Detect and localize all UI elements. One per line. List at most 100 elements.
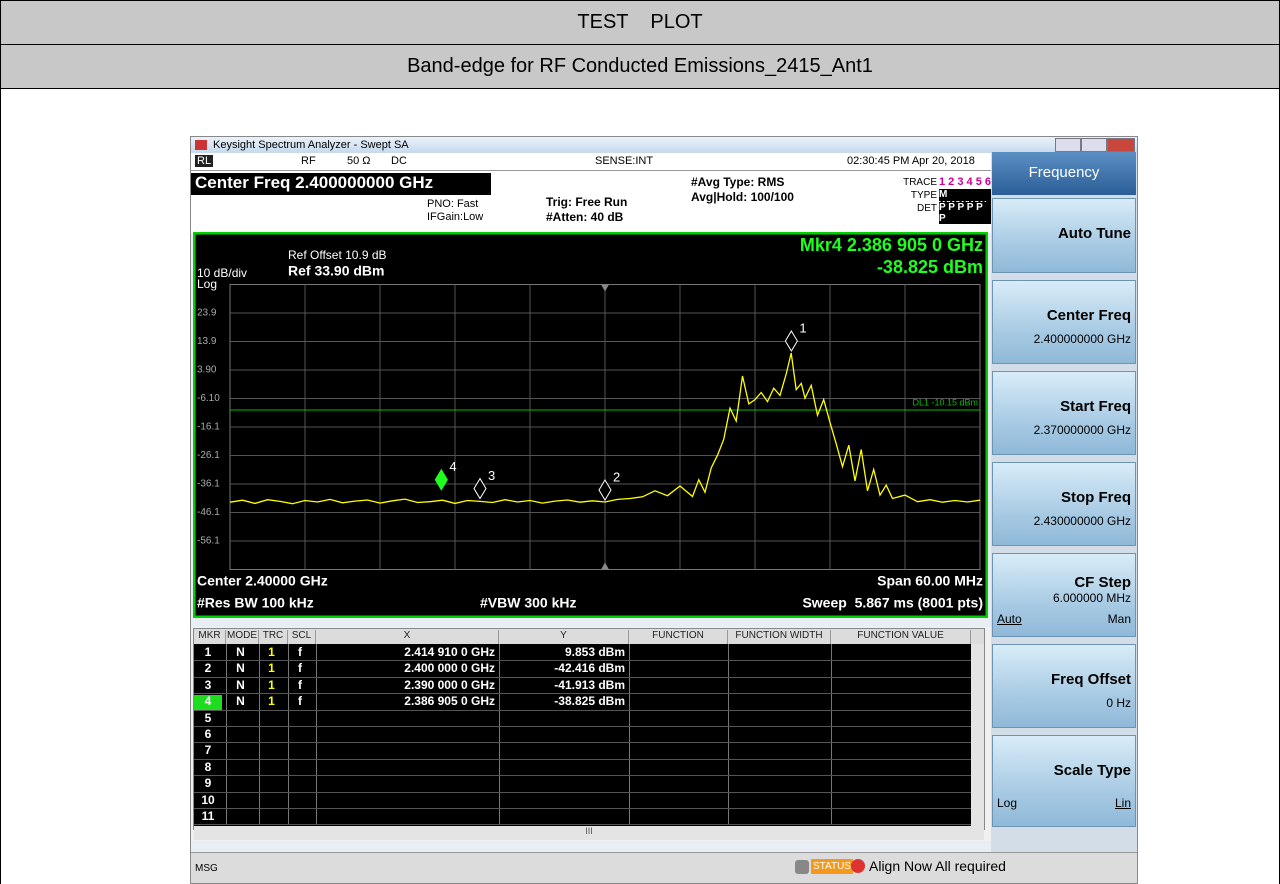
softkey-label: Start Freq [1060, 398, 1131, 415]
table-cell: 11 [201, 809, 215, 823]
softkey[interactable]: Freq Offset 0 Hz [992, 644, 1136, 728]
ifgain: IFGain:Low [427, 211, 484, 223]
softkey-label: Center Freq [1046, 307, 1131, 324]
scale-type: Log [197, 277, 217, 291]
softkey-option: Auto [997, 612, 1022, 626]
table-cell: 9.853 dBm [564, 645, 625, 659]
marker-label: 1 [799, 320, 806, 335]
column-line [629, 644, 630, 825]
softkey[interactable]: CF Step 6.000000 MHz Auto Man [992, 553, 1136, 637]
table-cell: 8 [204, 759, 212, 774]
rbw: #Res BW 100 kHz [197, 595, 314, 611]
y-tick-label: -56.1 [197, 536, 220, 547]
minimize-button[interactable] [1055, 138, 1081, 152]
column-header: SCL [288, 630, 316, 644]
marker-table: MKR MODE TRC SCL X Y FUNCTION FUNCTION WIDTH FUN… [193, 628, 985, 841]
row-line [194, 726, 971, 727]
y-tick-label: -6.10 [197, 393, 220, 404]
table-cell: 5 [204, 710, 212, 725]
column-header: MODE [226, 630, 259, 644]
marker-label: 3 [488, 468, 495, 483]
trace [229, 352, 981, 505]
trace-label: TRACE [903, 177, 937, 188]
table-cell: -42.416 dBm [554, 661, 625, 676]
table-cell: 2.386 905 0 GHz [404, 694, 495, 709]
time: 02:30:45 PM Apr 20, 2018 [847, 155, 975, 167]
softkey[interactable]: Start Freq 2.370000000 GHz [992, 371, 1136, 455]
column-header: X [316, 630, 499, 644]
column-header: MKR [194, 630, 226, 644]
plot-background [193, 232, 988, 618]
row-line [194, 709, 971, 711]
table-cell: 1 [268, 661, 275, 676]
trigger-marker [601, 562, 609, 570]
table-cell: f [298, 645, 302, 659]
error-icon [851, 859, 865, 873]
coupling: DC [391, 155, 407, 167]
table-cell: 2.390 000 0 GHz [404, 677, 495, 692]
row-line [194, 808, 971, 809]
softkey[interactable]: Auto Tune [992, 198, 1136, 273]
scrollbar-h[interactable]: III [194, 826, 984, 841]
scrollbar[interactable] [971, 644, 984, 827]
menu-title: Frequency [992, 152, 1136, 195]
subtitle-row: Band-edge for RF Conducted Emissions_241… [0, 44, 1280, 89]
trace-values: 1 2 3 4 5 6 [939, 176, 991, 188]
table-cell: N [236, 661, 245, 676]
marker [473, 477, 487, 500]
marker-readout-value: -38.825 dBm [877, 257, 983, 277]
close-button[interactable] [1107, 138, 1135, 152]
alert: Align Now All required [869, 858, 1006, 874]
msg: MSG [195, 863, 218, 874]
softkey-value: 2.430000000 GHz [1033, 514, 1131, 528]
column-header: FUNCTION WIDTH [728, 630, 831, 644]
row-line [194, 676, 971, 678]
marker [784, 330, 798, 353]
table-cell: 10 [201, 792, 215, 807]
settings-panel: Center Freq 2.400000000 GHz PNO: Fast IF… [191, 171, 991, 233]
center: Center 2.40000 GHz [197, 573, 328, 589]
column-line [226, 644, 227, 825]
center-freq: Center Freq 2.400000000 GHz [191, 173, 491, 195]
softkey-option: Lin [1114, 796, 1131, 810]
table-header [194, 629, 984, 644]
softkey-label: Auto Tune [1057, 225, 1131, 242]
status[interactable]: STATUS [811, 859, 853, 874]
softkey-option: Log [997, 796, 1018, 810]
ref-level: Ref 33.90 dBm [288, 263, 384, 279]
softkey-value: 2.400000000 GHz [1033, 332, 1131, 346]
scale: 10 dB/div [197, 266, 247, 280]
y-tick-label: -26.1 [197, 450, 220, 461]
det-label: DET [917, 203, 937, 214]
span: Span 60.00 MHz [877, 573, 983, 589]
column-header: FUNCTION VALUE [831, 630, 971, 644]
row-line [194, 824, 971, 826]
softkey-label: Scale Type [1053, 762, 1131, 779]
ref-offset: Ref Offset 10.9 dB [288, 248, 387, 262]
maximize-button[interactable] [1081, 138, 1107, 152]
column-line [728, 644, 729, 825]
softkey[interactable]: Stop Freq 2.430000000 GHz [992, 462, 1136, 546]
softkey-label: CF Step [1074, 574, 1131, 591]
display-line-label: DL1 -10.15 dBm [912, 397, 978, 407]
row-line [194, 660, 971, 662]
table-cell: 7 [204, 743, 212, 758]
softkey[interactable]: Center Freq 2.400000000 GHz [992, 280, 1136, 364]
softkey-value: 6.000000 MHz [1052, 591, 1131, 605]
y-tick-label: 3.90 [197, 365, 217, 376]
row-line [194, 758, 971, 760]
vbw: #VBW 300 kHz [480, 595, 576, 611]
row-line [194, 742, 971, 744]
avg-hold: Avg|Hold: 100/100 [691, 190, 794, 204]
softkey[interactable]: Scale Type Log Lin [992, 735, 1136, 827]
title: TEST PLOT [577, 11, 703, 33]
impedance: 50 Ω [347, 155, 371, 167]
rf: RF [301, 155, 316, 167]
softkey-value: 2.370000000 GHz [1033, 423, 1131, 437]
softkey-value: 0 Hz [1106, 696, 1131, 710]
y-tick-label: -46.1 [197, 507, 220, 518]
sweep: Sweep 5.867 ms (8001 pts) [802, 595, 983, 611]
table-cell: 1 [268, 694, 275, 709]
softkey-label: Freq Offset [1050, 671, 1131, 688]
